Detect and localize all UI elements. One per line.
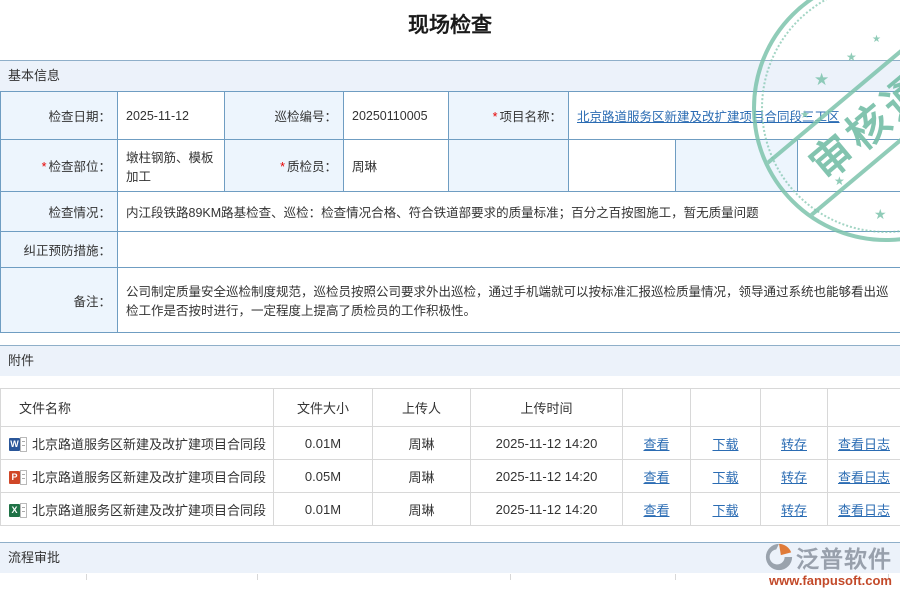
file-size-cell: 0.01M	[274, 493, 373, 526]
situation-label: 检查情况：	[1, 192, 118, 232]
col-header-upload-time: 上传时间	[471, 389, 623, 427]
file-name-cell: W 北京路道服务区新建及改扩建项目合同段	[1, 427, 274, 460]
project-name-link[interactable]: 北京路道服务区新建及改扩建项目合同段三工区	[577, 110, 840, 124]
check-date-label: 检查日期：	[1, 92, 118, 140]
correction-label: 纠正预防措施：	[1, 232, 118, 268]
check-part-label: *检查部位：	[1, 140, 118, 192]
remark-value: 公司制定质量安全巡检制度规范，巡检员按照公司要求外出巡检，通过手机端就可以按标准…	[118, 268, 900, 333]
correction-value	[118, 232, 900, 268]
patrol-no-label: 巡检编号：	[225, 92, 344, 140]
inspector-label: *质检员：	[225, 140, 344, 192]
upload-time-cell: 2025-11-12 14:20	[471, 427, 623, 460]
basic-info-table: 检查日期： 2025-11-12 巡检编号： 20250110005 *项目名称…	[0, 91, 900, 333]
required-mark: *	[42, 160, 47, 174]
remark-label: 备注：	[1, 268, 118, 333]
transfer-link[interactable]: 转存	[781, 470, 807, 485]
view-log-link[interactable]: 查看日志	[838, 470, 890, 485]
file-size-cell: 0.05M	[274, 460, 373, 493]
attachment-row: X 北京路道服务区新建及改扩建项目合同段 0.01M 周琳 2025-11-12 …	[1, 493, 900, 526]
file-name-cell: P 北京路道服务区新建及改扩建项目合同段	[1, 460, 274, 493]
col-header-action	[691, 389, 761, 427]
file-size-cell: 0.01M	[274, 427, 373, 460]
transfer-link[interactable]: 转存	[781, 503, 807, 518]
attachments-header-row: 文件名称 文件大小 上传人 上传时间	[1, 389, 900, 427]
file-name-text: 北京路道服务区新建及改扩建项目合同段	[32, 503, 266, 518]
file-name-text: 北京路道服务区新建及改扩建项目合同段	[32, 437, 266, 452]
check-part-label-text: 检查部位：	[48, 160, 111, 174]
vendor-brand-text: 泛普软件	[796, 540, 892, 574]
col-header-file-name: 文件名称	[1, 389, 274, 427]
empty-label-cell	[676, 140, 798, 192]
fanpu-logo-icon	[764, 542, 794, 572]
check-date-value: 2025-11-12	[118, 92, 225, 140]
page-title: 现场检查	[0, 12, 900, 40]
required-mark: *	[493, 110, 498, 124]
vendor-watermark: 泛普软件 www.fanpusoft.com	[764, 540, 892, 588]
file-name-cell: X 北京路道服务区新建及改扩建项目合同段	[1, 493, 274, 526]
patrol-no-value: 20250110005	[344, 92, 449, 140]
transfer-link[interactable]: 转存	[781, 437, 807, 452]
col-header-action	[623, 389, 691, 427]
download-link[interactable]: 下载	[712, 437, 738, 452]
inspector-value: 周琳	[344, 140, 449, 192]
uploader-cell: 周琳	[373, 427, 471, 460]
upload-time-cell: 2025-11-12 14:20	[471, 460, 623, 493]
word-file-icon-letter: W	[9, 438, 20, 451]
view-link[interactable]: 查看	[643, 470, 669, 485]
powerpoint-file-icon-letter: P	[9, 471, 20, 484]
empty-value-cell	[798, 140, 900, 192]
download-link[interactable]: 下载	[712, 470, 738, 485]
inspector-label-text: 质检员：	[287, 160, 337, 174]
view-link[interactable]: 查看	[643, 437, 669, 452]
empty-label-cell	[449, 140, 569, 192]
attachments-table: 文件名称 文件大小 上传人 上传时间 W 北京路道服务区新建及改扩建项目合同段 0…	[0, 388, 900, 526]
project-name-label: *项目名称：	[449, 92, 569, 140]
view-link[interactable]: 查看	[643, 503, 669, 518]
view-log-link[interactable]: 查看日志	[838, 503, 890, 518]
situation-value: 内江段铁路89KM路基检查、巡检：检查情况合格、符合铁道部要求的质量标准；百分之…	[118, 192, 900, 232]
powerpoint-file-icon: P	[9, 470, 27, 485]
attachment-row: W 北京路道服务区新建及改扩建项目合同段 0.01M 周琳 2025-11-12 …	[1, 427, 900, 460]
required-mark: *	[280, 160, 285, 174]
vendor-url-text: www.fanpusoft.com	[764, 574, 892, 588]
col-header-file-size: 文件大小	[274, 389, 373, 427]
col-header-action	[828, 389, 900, 427]
excel-file-icon: X	[9, 503, 27, 518]
empty-value-cell	[569, 140, 676, 192]
project-name-cell: 北京路道服务区新建及改扩建项目合同段三工区	[569, 92, 900, 140]
upload-time-cell: 2025-11-12 14:20	[471, 493, 623, 526]
col-header-uploader: 上传人	[373, 389, 471, 427]
file-name-text: 北京路道服务区新建及改扩建项目合同段	[32, 470, 266, 485]
view-log-link[interactable]: 查看日志	[838, 437, 890, 452]
excel-file-icon-letter: X	[9, 504, 20, 517]
check-part-value: 墩柱钢筋、模板加工	[118, 140, 225, 192]
download-link[interactable]: 下载	[712, 503, 738, 518]
attachment-row: P 北京路道服务区新建及改扩建项目合同段 0.05M 周琳 2025-11-12 …	[1, 460, 900, 493]
word-file-icon: W	[9, 437, 27, 452]
col-header-action	[761, 389, 828, 427]
uploader-cell: 周琳	[373, 493, 471, 526]
section-header-attachments: 附件	[0, 345, 900, 376]
project-name-label-text: 项目名称：	[499, 110, 562, 124]
uploader-cell: 周琳	[373, 460, 471, 493]
section-header-basic-info: 基本信息	[0, 60, 900, 91]
